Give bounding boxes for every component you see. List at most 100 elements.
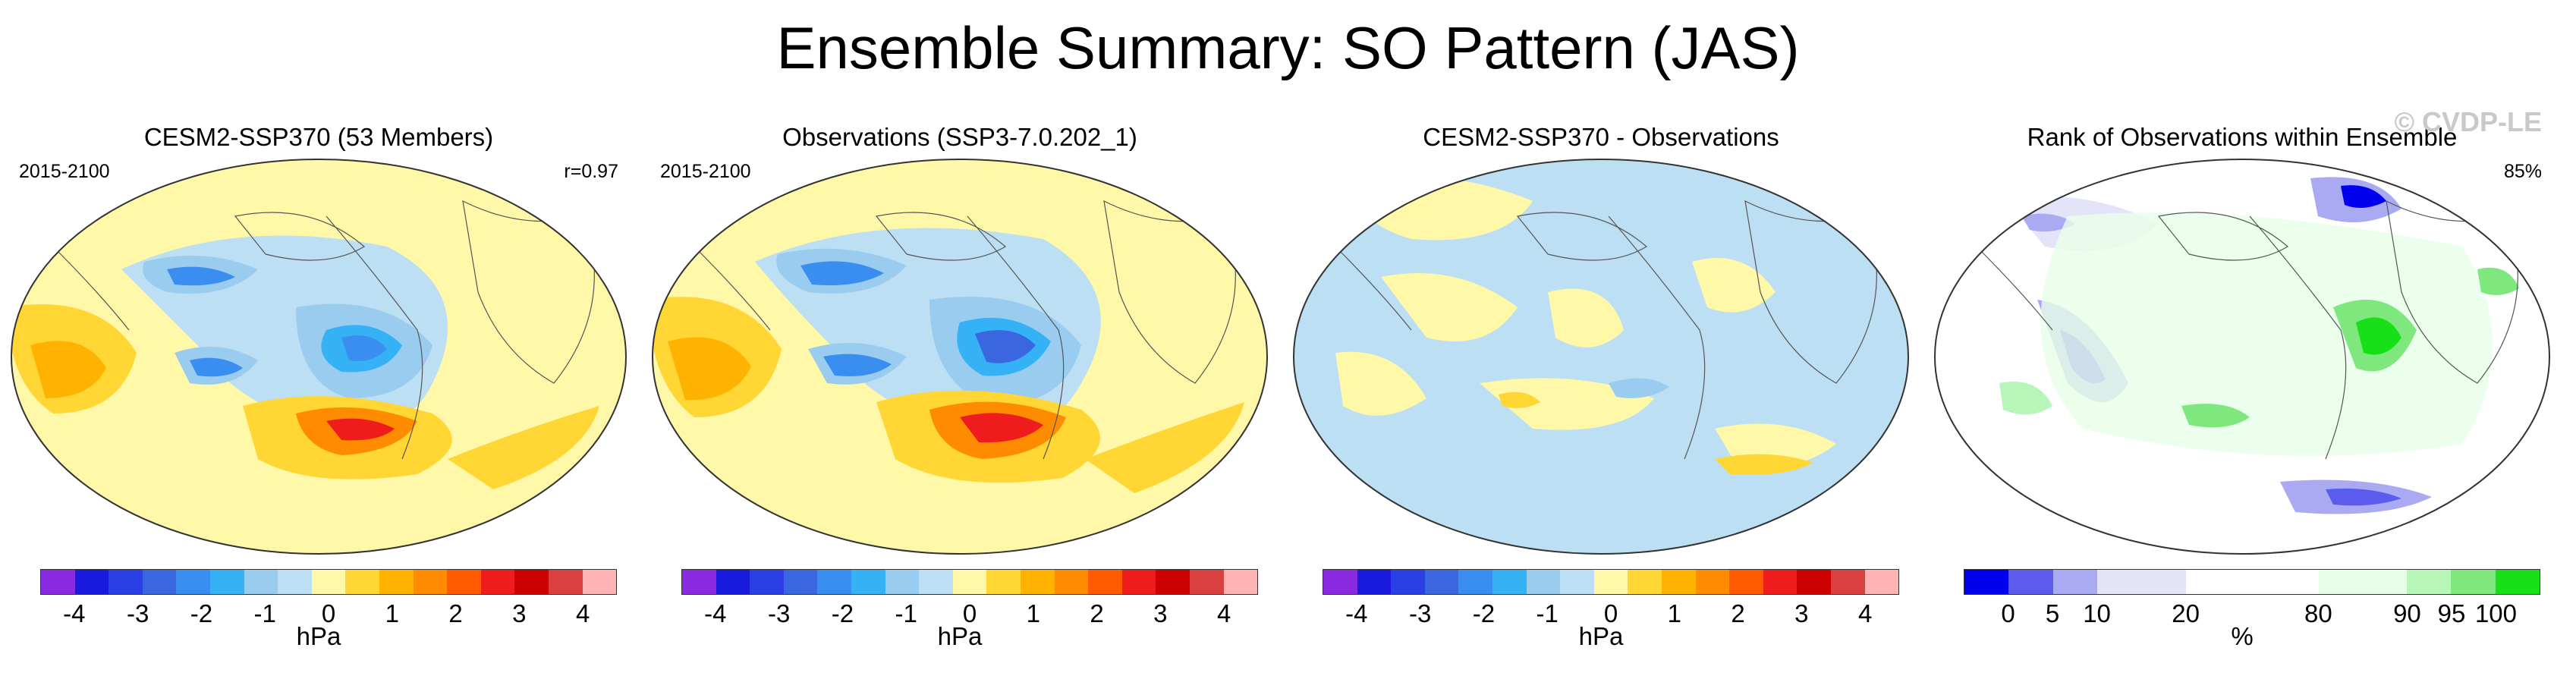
colorbar-ticks: -4 -3 -2 -1 0 1 2 3 4 [681,599,1258,630]
colorbar-swatch [548,570,583,594]
colorbar-swatch [345,570,379,594]
colorbar-swatch [2318,570,2363,594]
colorbar-swatch [2008,570,2053,594]
colorbar-tick-label: 2 [1090,599,1104,627]
colorbar-tick-label: 5 [2045,599,2060,627]
colorbar-swatch [1088,570,1122,594]
map-rank [1934,159,2550,555]
colorbar-swatch [2052,570,2097,594]
colorbar-swatch [1830,570,1865,594]
colorbar-tick-label: -4 [1345,599,1368,627]
colorbar-ticks: 0 5 10 20 80 90 95 100 [1964,599,2540,630]
colorbar-swatch [109,570,143,594]
colorbar-swatch [986,570,1021,594]
colorbar-tick-label: -3 [767,599,791,627]
colorbar-swatch [2407,570,2452,594]
colorbar-swatch [278,570,312,594]
unit-label: hPa [296,622,341,650]
panel-title: Rank of Observations within Ensemble [2027,123,2458,151]
colorbar-swatch [952,570,987,594]
unit-label: hPa [1578,622,1624,650]
colorbar-swatch [2362,570,2408,594]
colorbar-swatch [1458,570,1492,594]
colorbar-swatch [413,570,448,594]
unit-label: % [2231,622,2254,650]
colorbar-swatch [682,570,716,594]
colorbar-swatch [2495,570,2540,594]
colorbar-rank [1964,569,2540,595]
colorbar-tick-label: -2 [190,599,213,627]
colorbar-ticks: -4 -3 -2 -1 0 1 2 3 4 [1323,599,1899,630]
colorbar-swatch [514,570,549,594]
map-model [11,159,627,555]
panel-observations: Observations (SSP3-7.0.202_1) 2015-2100 [645,114,1275,675]
colorbar-tick-label: 0 [1603,599,1618,627]
colorbar-swatch [244,570,278,594]
colorbar-swatch [817,570,851,594]
panel-title: CESM2-SSP370 - Observations [1423,123,1779,151]
map-observations [652,159,1268,555]
colorbar-swatch [1560,570,1594,594]
colorbar-swatch [176,570,210,594]
colorbar-swatch [1763,570,1798,594]
colorbar-swatch [1323,570,1357,594]
colorbar-tick-label: -1 [1536,599,1558,627]
colorbar-tick-label: 90 [2393,599,2421,627]
colorbar-swatch [1797,570,1831,594]
colorbar-tick-label: 1 [385,599,399,627]
colorbar-tick-label: -4 [704,599,727,627]
colorbar-swatch [582,570,617,594]
colorbar-tick-label: 2 [1731,599,1745,627]
colorbar-swatch [41,570,75,594]
colorbar-tick-label: -1 [895,599,917,627]
panel-rank: Rank of Observations within Ensemble 85% [1927,106,2557,675]
colorbar-ticks: -4 -3 -2 -1 0 1 2 3 4 [40,599,617,630]
figure-title: Ensemble Summary: SO Pattern (JAS) [776,14,1800,81]
colorbar-tick-label: 4 [575,599,590,627]
colorbar-tick-label: -1 [253,599,276,627]
colorbar-tick-label: 2 [448,599,463,627]
colorbar-tick-label: 4 [1857,599,1873,627]
colorbar-swatch [851,570,885,594]
colorbar-swatch [1391,570,1425,594]
colorbar-swatch [885,570,920,594]
colorbar-swatch [2141,570,2186,594]
colorbar-tick-label: -2 [831,599,854,627]
colorbar-tick-label: 100 [2474,599,2517,627]
colorbar-tick-label: 95 [2437,599,2466,627]
colorbar-swatch [2451,570,2496,594]
colorbar-swatch [1020,570,1055,594]
colorbar-tick-label: 3 [512,599,527,627]
colorbar-swatch [1964,570,2009,594]
colorbar [1323,569,1899,595]
colorbar-tick-label: -4 [63,599,86,627]
colorbar-swatch [1628,570,1662,594]
colorbar-swatch [716,570,750,594]
colorbar-swatch [783,570,818,594]
panel-title: Observations (SSP3-7.0.202_1) [782,123,1137,151]
colorbar-swatch [1189,570,1224,594]
colorbar-tick-label: 3 [1153,599,1168,627]
colorbar-tick-label: 0 [962,599,977,627]
colorbar-tick-label: 4 [1216,599,1231,627]
correlation-label: r=0.97 [564,161,618,182]
colorbar [681,569,1258,595]
colorbar-swatch [1593,570,1628,594]
period-label: 2015-2100 [660,161,751,182]
colorbar-swatch [1424,570,1459,594]
colorbar-tick-label: 80 [2304,599,2332,627]
colorbar-tick-label: 1 [1667,599,1681,627]
colorbar-swatch [2229,570,2275,594]
colorbar-swatch [74,570,109,594]
colorbar-swatch [379,570,414,594]
panel-difference: CESM2-SSP370 - Observations -4 -3 -2 -1 0 1 2 3… [1286,114,1916,675]
panel-model: CESM2-SSP370 (53 Members) 2015-2100 r=0.… [4,114,634,675]
colorbar-swatch [1864,570,1899,594]
colorbar-swatch [480,570,515,594]
colorbar-tick-label: -3 [1408,599,1432,627]
colorbar-tick-label: 20 [2172,599,2200,627]
map-difference [1293,159,1909,555]
colorbar-tick-label: 3 [1794,599,1809,627]
colorbar-swatch [1054,570,1089,594]
colorbar-tick-label: -2 [1472,599,1496,627]
